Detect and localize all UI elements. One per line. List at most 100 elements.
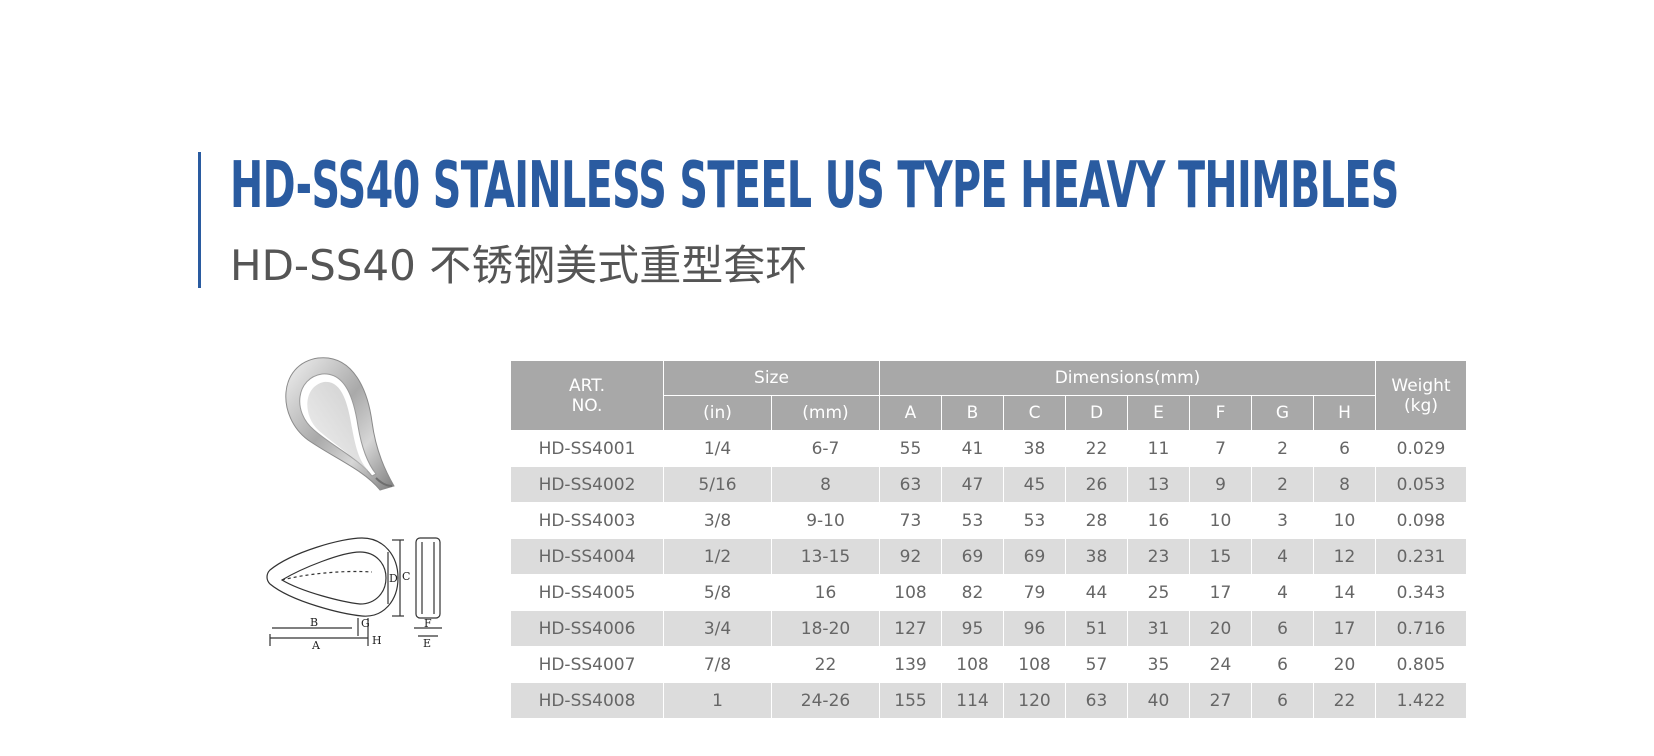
- cell-dim-h: 20: [1313, 646, 1376, 683]
- cell-dim-a: 139: [879, 646, 942, 683]
- table-row: HD-SS4004 1/2 13-15 92 69 69 38 23 15 4 12 0.231: [510, 538, 1467, 575]
- drawing-label-a: A: [311, 639, 321, 652]
- cell-dim-f: 27: [1189, 682, 1252, 719]
- cell-dim-g: 4: [1251, 574, 1314, 611]
- cell-dim-e: 31: [1127, 610, 1190, 647]
- cell-dim-f: 24: [1189, 646, 1252, 683]
- sub-header-a: A: [879, 395, 942, 431]
- cell-dim-c: 108: [1003, 646, 1066, 683]
- cell-art-no: HD-SS4008: [510, 682, 664, 719]
- cell-dim-g: 4: [1251, 538, 1314, 575]
- cell-weight: 0.343: [1375, 574, 1467, 611]
- sub-header-b: B: [941, 395, 1004, 431]
- sub-header-g: G: [1251, 395, 1314, 431]
- drawing-label-b: B: [310, 616, 318, 629]
- cell-size-mm: 16: [771, 574, 880, 611]
- drawing-label-c: C: [402, 570, 410, 583]
- cell-dim-h: 6: [1313, 430, 1376, 467]
- table-row: HD-SS4002 5/16 8 63 47 45 26 13 9 2 8 0.053: [510, 466, 1467, 503]
- cell-size-in: 5/8: [663, 574, 772, 611]
- cell-size-in: 3/8: [663, 502, 772, 539]
- drawing-label-d: D: [389, 572, 398, 585]
- cell-dim-h: 12: [1313, 538, 1376, 575]
- cell-dim-c: 79: [1003, 574, 1066, 611]
- cell-size-in: 7/8: [663, 646, 772, 683]
- thimble-photo: [285, 357, 395, 491]
- drawing-label-f: F: [424, 617, 432, 630]
- sub-header-d: D: [1065, 395, 1128, 431]
- drawing-label-h: H: [372, 634, 382, 647]
- cell-dim-h: 8: [1313, 466, 1376, 503]
- dimensions-header: Dimensions(mm): [879, 360, 1376, 396]
- cell-dim-a: 92: [879, 538, 942, 575]
- cell-size-in: 1/2: [663, 538, 772, 575]
- cell-size-mm: 13-15: [771, 538, 880, 575]
- cell-dim-g: 2: [1251, 466, 1314, 503]
- cell-art-no: HD-SS4007: [510, 646, 664, 683]
- cell-size-mm: 24-26: [771, 682, 880, 719]
- cell-dim-f: 7: [1189, 430, 1252, 467]
- cell-dim-g: 6: [1251, 646, 1314, 683]
- thimble-drawing: A B C D E F G H: [266, 537, 442, 652]
- cell-dim-c: 120: [1003, 682, 1066, 719]
- drawing-label-g: G: [361, 617, 370, 630]
- cell-size-mm: 18-20: [771, 610, 880, 647]
- cell-dim-d: 51: [1065, 610, 1128, 647]
- sub-header-c: C: [1003, 395, 1066, 431]
- cell-art-no: HD-SS4001: [510, 430, 664, 467]
- cell-art-no: HD-SS4005: [510, 574, 664, 611]
- cell-art-no: HD-SS4004: [510, 538, 664, 575]
- cell-dim-a: 55: [879, 430, 942, 467]
- cell-dim-f: 15: [1189, 538, 1252, 575]
- cell-dim-e: 23: [1127, 538, 1190, 575]
- cell-weight: 0.053: [1375, 466, 1467, 503]
- cell-dim-a: 73: [879, 502, 942, 539]
- cell-dim-f: 20: [1189, 610, 1252, 647]
- cell-dim-b: 95: [941, 610, 1004, 647]
- cell-size-mm: 9-10: [771, 502, 880, 539]
- cell-dim-b: 82: [941, 574, 1004, 611]
- table-row: HD-SS4001 1/4 6-7 55 41 38 22 11 7 2 6 0.029: [510, 430, 1467, 467]
- cell-dim-e: 13: [1127, 466, 1190, 503]
- sub-header-in: (in): [663, 395, 772, 431]
- cell-dim-e: 25: [1127, 574, 1190, 611]
- cell-weight: 1.422: [1375, 682, 1467, 719]
- spec-table: ART. NO. Size Dimensions(mm) Weight (kg)…: [510, 360, 1467, 719]
- drawing-label-e: E: [423, 637, 431, 650]
- table-row: HD-SS4006 3/4 18-20 127 95 96 51 31 20 6 17 0.716: [510, 610, 1467, 647]
- cell-dim-e: 35: [1127, 646, 1190, 683]
- cell-dim-b: 47: [941, 466, 1004, 503]
- sub-header-mm: (mm): [771, 395, 880, 431]
- cell-dim-h: 17: [1313, 610, 1376, 647]
- sub-header-e: E: [1127, 395, 1190, 431]
- weight-header: Weight (kg): [1375, 360, 1467, 431]
- cell-dim-d: 57: [1065, 646, 1128, 683]
- cell-dim-f: 10: [1189, 502, 1252, 539]
- size-header: Size: [663, 360, 880, 396]
- cell-size-in: 3/4: [663, 610, 772, 647]
- cell-dim-d: 26: [1065, 466, 1128, 503]
- cell-dim-b: 114: [941, 682, 1004, 719]
- cell-dim-b: 108: [941, 646, 1004, 683]
- cell-art-no: HD-SS4003: [510, 502, 664, 539]
- sub-header-f: F: [1189, 395, 1252, 431]
- cell-dim-b: 41: [941, 430, 1004, 467]
- title-accent-bar: [198, 152, 201, 288]
- cell-dim-c: 69: [1003, 538, 1066, 575]
- cell-dim-a: 127: [879, 610, 942, 647]
- table-row: HD-SS4007 7/8 22 139 108 108 57 35 24 6 20 0.805: [510, 646, 1467, 683]
- cell-dim-g: 2: [1251, 430, 1314, 467]
- cell-dim-c: 45: [1003, 466, 1066, 503]
- cell-size-in: 5/16: [663, 466, 772, 503]
- cell-size-mm: 22: [771, 646, 880, 683]
- cell-size-mm: 8: [771, 466, 880, 503]
- cell-art-no: HD-SS4002: [510, 466, 664, 503]
- cell-dim-d: 44: [1065, 574, 1128, 611]
- cell-dim-e: 16: [1127, 502, 1190, 539]
- sub-header-h: H: [1313, 395, 1376, 431]
- art-no-header: ART. NO.: [510, 360, 664, 431]
- cell-dim-d: 22: [1065, 430, 1128, 467]
- cell-dim-f: 17: [1189, 574, 1252, 611]
- cell-size-in: 1/4: [663, 430, 772, 467]
- cell-dim-c: 38: [1003, 430, 1066, 467]
